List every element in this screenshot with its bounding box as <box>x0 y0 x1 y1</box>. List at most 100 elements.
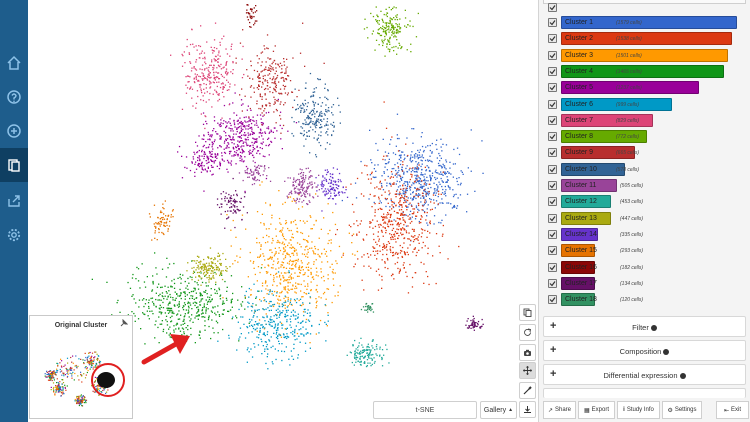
minimap-point <box>44 375 46 377</box>
cell-point <box>265 112 267 114</box>
cell-point <box>200 88 202 90</box>
cell-point <box>445 161 448 163</box>
cell-point <box>372 339 374 341</box>
nav-add[interactable] <box>0 114 28 148</box>
minimap-point <box>98 388 100 390</box>
cell-point <box>270 70 272 72</box>
cell-point <box>178 310 180 312</box>
cell-point <box>421 160 423 162</box>
cell-point <box>338 172 341 175</box>
cell-point <box>274 137 276 139</box>
cell-point <box>426 222 428 224</box>
nav-studies[interactable] <box>0 148 28 182</box>
cell-point <box>388 39 390 42</box>
cell-point <box>286 58 288 60</box>
cell-point <box>407 292 410 294</box>
cell-point <box>240 127 242 129</box>
nav-settings[interactable] <box>0 218 28 252</box>
tsne-scatter[interactable] <box>28 0 538 422</box>
cell-point <box>412 182 414 184</box>
cell-point <box>182 309 185 311</box>
cell-point <box>219 41 221 44</box>
cell-point <box>266 293 268 295</box>
cell-point <box>216 266 218 269</box>
cell-point <box>390 9 392 11</box>
cell-point <box>288 254 290 256</box>
cell-point <box>295 199 297 202</box>
cell-point <box>429 221 431 224</box>
cell-point <box>265 341 267 343</box>
cell-point <box>249 325 251 327</box>
cell-point <box>213 116 216 118</box>
cell-point <box>213 58 215 60</box>
minimap-point <box>98 385 100 387</box>
cell-point <box>445 181 447 183</box>
nav-home[interactable] <box>0 46 28 80</box>
cell-point <box>244 190 246 193</box>
cell-point <box>194 281 196 283</box>
cell-point <box>184 298 186 300</box>
cell-point <box>439 164 441 167</box>
cell-point <box>214 156 217 158</box>
cell-point <box>209 277 211 279</box>
cell-point <box>218 81 220 83</box>
cell-point <box>201 316 203 318</box>
cell-point <box>282 275 284 277</box>
minimap-point <box>83 373 85 375</box>
cell-point <box>279 230 281 233</box>
cell-point <box>274 78 276 80</box>
cell-point <box>325 132 327 134</box>
cell-point <box>252 146 254 149</box>
cell-point <box>454 163 456 165</box>
cell-point <box>276 314 278 316</box>
cell-point <box>248 117 250 119</box>
cell-point <box>369 305 372 308</box>
cell-point <box>292 181 294 183</box>
cell-point <box>251 141 253 144</box>
cell-point <box>216 81 218 83</box>
nav-help[interactable] <box>0 80 28 114</box>
pin-icon[interactable] <box>120 319 128 327</box>
cell-point <box>221 303 224 305</box>
minimap-point <box>75 366 78 368</box>
cell-point <box>171 210 174 212</box>
cell-point <box>337 291 339 293</box>
cell-point <box>467 167 469 169</box>
cell-point <box>298 335 300 337</box>
cell-point <box>239 209 241 211</box>
cell-point <box>441 202 443 204</box>
cell-point <box>237 209 239 211</box>
cell-point <box>258 85 260 87</box>
cell-point <box>366 348 368 351</box>
cell-point <box>266 34 269 36</box>
cell-point <box>287 296 289 299</box>
original-cluster-minimap[interactable]: Original Cluster <box>29 315 133 419</box>
cell-point <box>436 184 438 186</box>
cell-point <box>204 274 207 277</box>
nav-export[interactable] <box>0 184 28 218</box>
cell-point <box>265 281 267 283</box>
cell-point <box>269 180 272 182</box>
cell-point <box>203 258 205 261</box>
cell-point <box>310 273 312 276</box>
cell-point <box>201 167 203 169</box>
cell-point <box>284 85 287 87</box>
cell-point <box>264 132 267 134</box>
cell-point <box>266 80 268 82</box>
cell-point <box>413 197 415 199</box>
cell-point <box>264 80 266 82</box>
cell-point <box>161 292 164 294</box>
cell-point <box>251 305 253 307</box>
cell-point <box>280 138 282 140</box>
cell-point <box>406 137 408 139</box>
cell-point <box>412 167 414 169</box>
cell-point <box>361 172 363 174</box>
cell-point <box>359 358 361 360</box>
minimap-point <box>59 371 61 373</box>
cell-point <box>442 171 444 173</box>
cell-point <box>212 261 214 263</box>
cell-point <box>236 201 238 203</box>
cell-point <box>400 229 402 231</box>
cell-point <box>299 192 301 194</box>
cell-point <box>204 329 206 331</box>
